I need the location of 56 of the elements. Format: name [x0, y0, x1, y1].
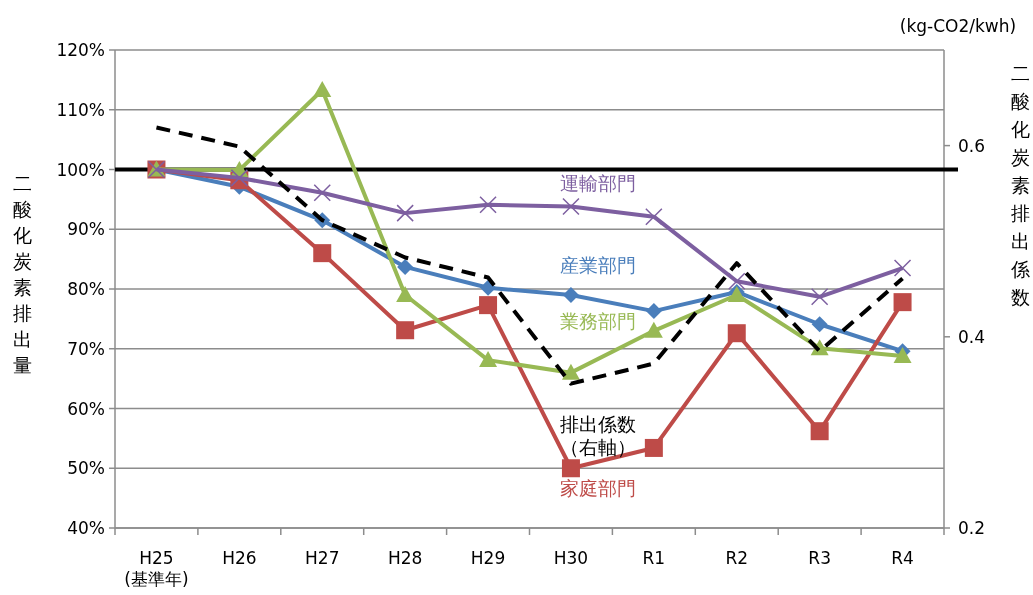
point: [562, 286, 579, 303]
x-tick-label: H29: [470, 548, 506, 568]
point: [893, 293, 912, 312]
y-axis-title: 二酸化炭素排出量: [12, 172, 32, 376]
point: [480, 279, 497, 296]
series-label: 運輸部門: [559, 171, 636, 194]
y-tick-label: 80%: [67, 279, 105, 299]
point: [313, 244, 332, 263]
y-tick-label: 60%: [67, 398, 105, 419]
point: [479, 296, 498, 315]
point: [561, 363, 580, 380]
point: [893, 259, 912, 277]
point: [313, 81, 332, 98]
y-tick-label: 40%: [67, 518, 105, 538]
point: [645, 207, 663, 226]
point: [727, 324, 746, 343]
x-tick-label: H28: [387, 548, 423, 568]
point: [396, 321, 415, 340]
x-tick-label: R1: [642, 548, 666, 568]
text: 二酸化炭素排出係数: [1010, 62, 1030, 308]
point: [479, 351, 498, 368]
y2-tick-label: 0.6: [958, 135, 986, 156]
point: [397, 258, 414, 275]
text: (kg-CO2/kwh): [899, 16, 1017, 36]
series-label: 業務部門: [559, 309, 636, 332]
x-tick-label: R4: [891, 548, 914, 568]
y-tick-label: 70%: [67, 338, 105, 359]
x-tick-label: H25 (基準年): [124, 548, 189, 589]
y2-tick-label: 0.2: [958, 518, 986, 538]
point: [396, 204, 414, 222]
y-tick-label: 90%: [67, 219, 105, 240]
point: [810, 288, 829, 306]
series-label: 家庭部門: [559, 477, 636, 500]
point: [810, 422, 829, 441]
y-tick-label: 100%: [56, 159, 105, 180]
y2-tick-label: 0.4: [958, 326, 986, 347]
series-label: 排出係数（右軸）: [559, 412, 636, 458]
point: [811, 316, 828, 333]
point: [561, 459, 580, 478]
point: [728, 272, 746, 290]
series-label: 産業部門: [559, 253, 636, 276]
x-tick-label: R2: [725, 548, 749, 568]
point: [479, 196, 497, 214]
x-tick-label: R3: [808, 548, 831, 568]
x-tick-label: H27: [305, 548, 340, 568]
point: [645, 303, 662, 320]
point: [396, 285, 415, 302]
point: [644, 438, 663, 457]
y-tick-label: 50%: [67, 458, 105, 479]
x-tick-label: H26: [222, 548, 257, 568]
y-tick-label: 110%: [56, 99, 105, 120]
point: [313, 184, 331, 202]
x-tick-label: H30: [553, 548, 589, 568]
point: [562, 197, 580, 216]
y-tick-label: 120%: [56, 40, 105, 60]
point: [644, 321, 663, 338]
